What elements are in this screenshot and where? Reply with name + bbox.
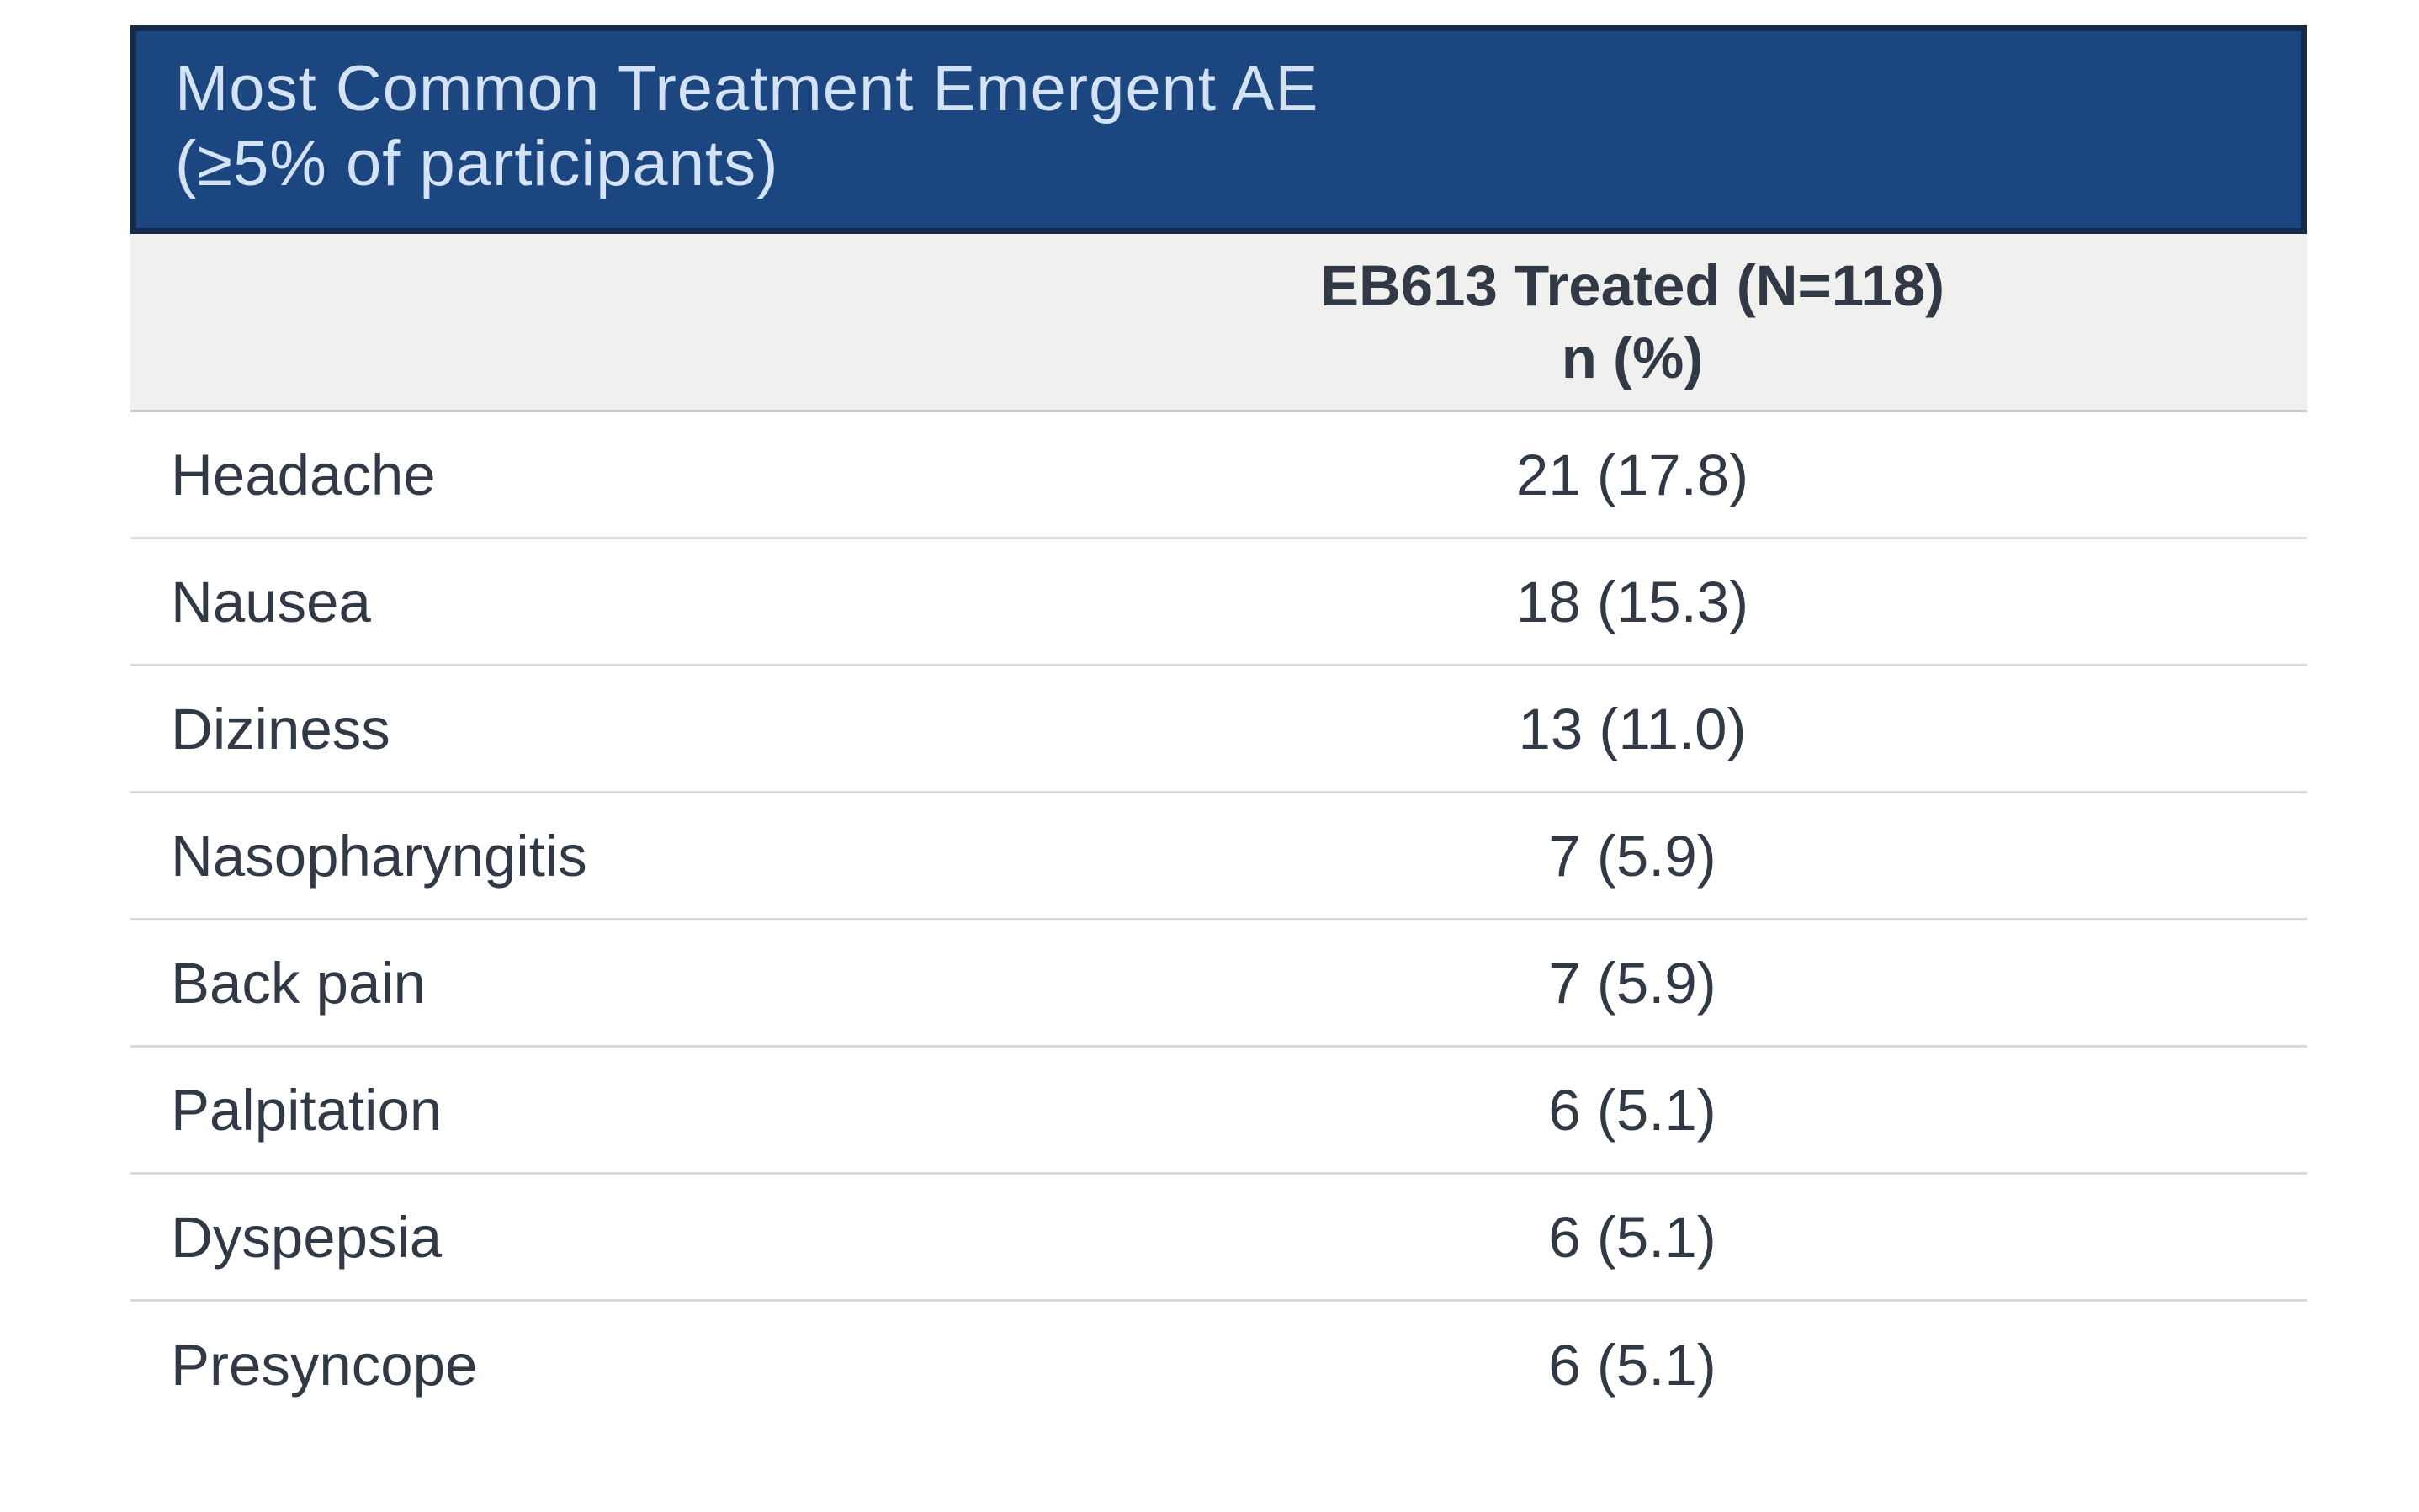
column-header-row: EB613 Treated (N=118) n (%)	[130, 234, 2307, 412]
table-title-line1: Most Common Treatment Emergent AE	[175, 53, 1319, 125]
table-row: Back pain 7 (5.9)	[130, 920, 2307, 1048]
column-header-line1: EB613 Treated (N=118)	[1319, 252, 1945, 318]
ae-value: 6 (5.1)	[1548, 1077, 1716, 1143]
ae-value: 6 (5.1)	[1548, 1333, 1716, 1398]
ae-label: Diziness	[171, 696, 390, 761]
ae-value: 13 (11.0)	[1518, 696, 1747, 761]
column-header-line2: n (%)	[1561, 325, 1704, 390]
table-title-band: Most Common Treatment Emergent AE (≥5% o…	[130, 25, 2307, 234]
table-row: Dyspepsia 6 (5.1)	[130, 1175, 2307, 1302]
table-row: Palpitation 6 (5.1)	[130, 1048, 2307, 1175]
ae-label: Back pain	[171, 950, 427, 1016]
ae-label: Presyncope	[171, 1333, 478, 1398]
table-title-line2: (≥5% of participants)	[175, 128, 779, 199]
column-header-treated: EB613 Treated (N=118) n (%)	[1175, 250, 2090, 395]
table-row: Headache 21 (17.8)	[130, 412, 2307, 539]
table-body: Headache 21 (17.8) Nausea 18 (15.3) Dizi…	[130, 412, 2307, 1429]
ae-value: 21 (17.8)	[1515, 442, 1749, 507]
table-row: Nausea 18 (15.3)	[130, 539, 2307, 666]
table-row: Nasopharyngitis 7 (5.9)	[130, 793, 2307, 920]
ae-value: 18 (15.3)	[1515, 569, 1749, 634]
ae-label: Nasopharyngitis	[171, 823, 587, 889]
ae-label: Dyspepsia	[171, 1204, 443, 1270]
ae-value: 6 (5.1)	[1548, 1204, 1716, 1270]
ae-value: 7 (5.9)	[1548, 823, 1716, 889]
table-row: Diziness 13 (11.0)	[130, 666, 2307, 793]
ae-value: 7 (5.9)	[1548, 950, 1716, 1016]
table-row: Presyncope 6 (5.1)	[130, 1302, 2307, 1429]
ae-label: Palpitation	[171, 1077, 443, 1143]
ae-label: Nausea	[171, 569, 371, 634]
ae-label: Headache	[171, 442, 436, 507]
ae-table: Most Common Treatment Emergent AE (≥5% o…	[130, 25, 2307, 1429]
